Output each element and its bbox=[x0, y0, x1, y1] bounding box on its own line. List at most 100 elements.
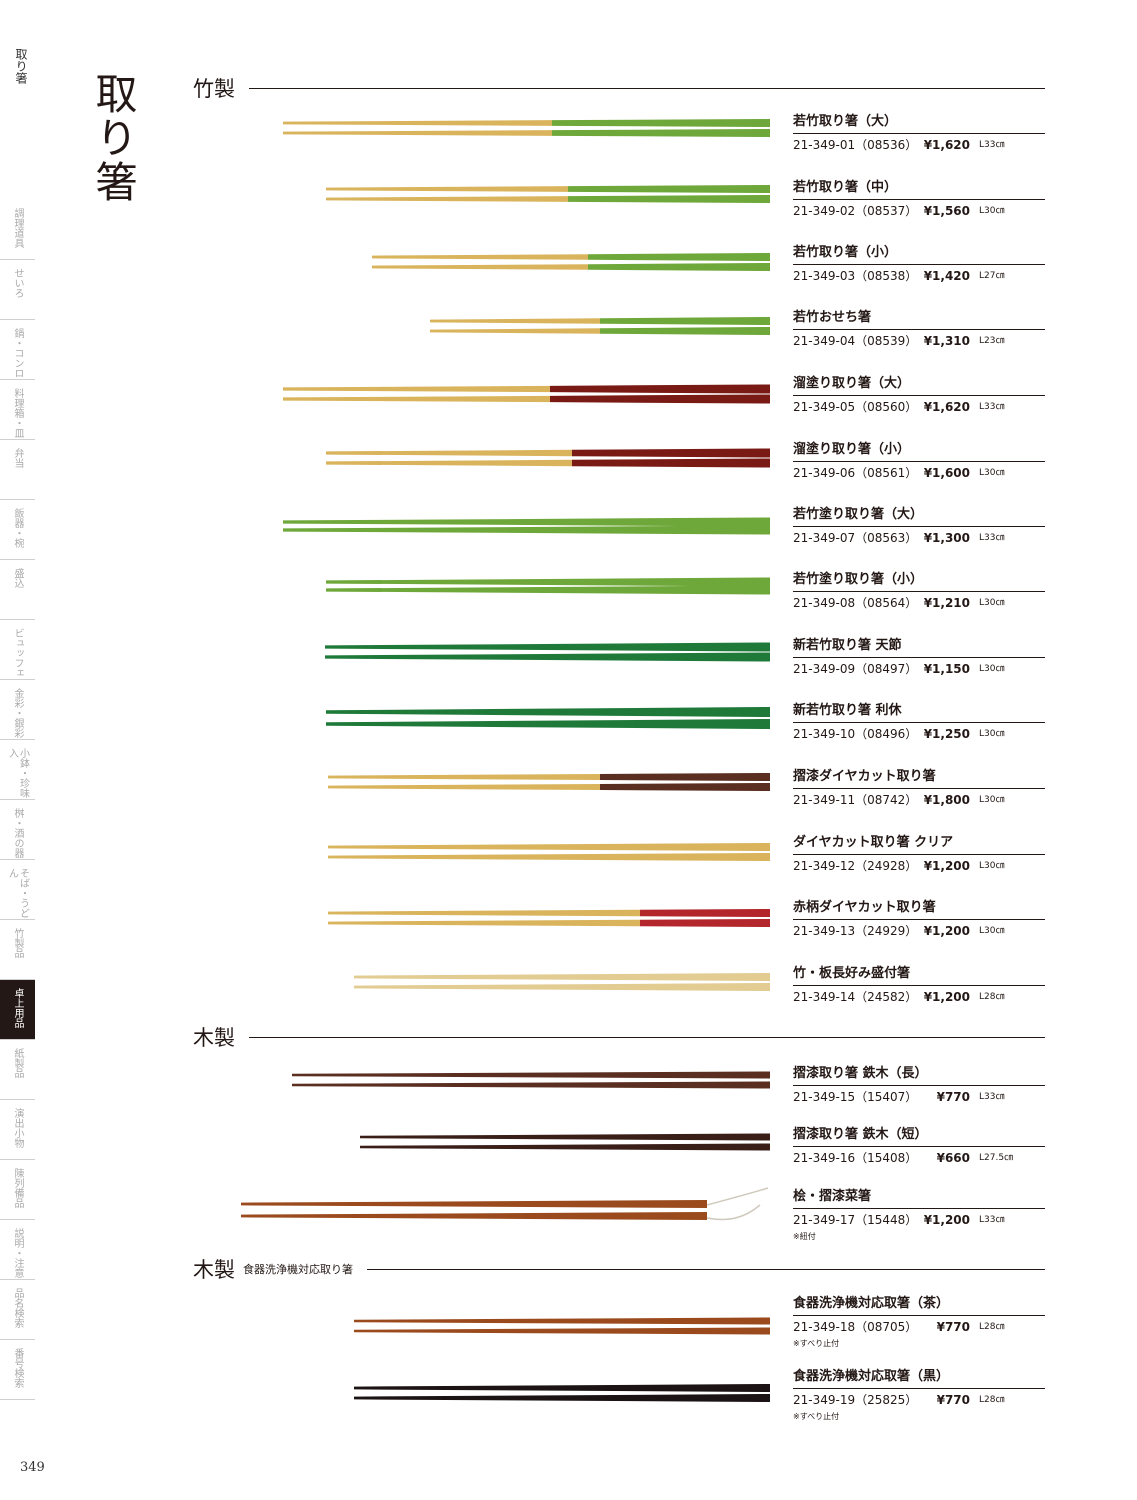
product-price: ¥1,150 bbox=[923, 662, 970, 676]
product-entry: 溜塗り取り箸（大） 21-349-05（08560） ¥1,620 L33㎝ bbox=[793, 373, 1045, 416]
product-entry: 若竹取り箸（中） 21-349-02（08537） ¥1,560 L30㎝ bbox=[793, 177, 1045, 220]
chopstick bbox=[372, 263, 770, 271]
page-number: 349 bbox=[20, 1460, 45, 1475]
chopstick bbox=[328, 853, 770, 861]
section-subtitle: 食器洗浄機対応取り箸 bbox=[243, 1263, 353, 1276]
product-info-row: 21-349-04（08539） ¥1,310 L23㎝ bbox=[793, 330, 1045, 350]
product-name: 若竹おせち箸 bbox=[793, 307, 1045, 330]
product-length: L33㎝ bbox=[979, 1215, 1005, 1225]
chopstick bbox=[430, 327, 770, 335]
index-tab-label: 品名検索 bbox=[12, 1288, 23, 1328]
index-tab[interactable]: 小鉢・珍味入 bbox=[0, 740, 35, 800]
chopstick bbox=[241, 1200, 707, 1208]
product-info-row: 21-349-08（08564） ¥1,210 L30㎝ bbox=[793, 592, 1045, 612]
index-tab-label: 小鉢・珍味入 bbox=[6, 748, 29, 798]
product-info-row: 21-349-15（15407） ¥770 L33㎝ bbox=[793, 1086, 1045, 1106]
index-tab[interactable]: 竹製品 bbox=[0, 920, 35, 980]
product-info-row: 21-349-14（24582） ¥1,200 L28㎝ bbox=[793, 986, 1045, 1006]
chopstick bbox=[292, 1071, 770, 1079]
product-code: 21-349-14（24582） bbox=[793, 990, 918, 1004]
chopstick bbox=[328, 783, 770, 791]
chopstick bbox=[354, 1317, 770, 1325]
index-tab[interactable]: 飯器・椀 bbox=[0, 500, 35, 560]
product-price: ¥1,420 bbox=[923, 269, 970, 283]
index-tab-label: 弁当 bbox=[12, 448, 23, 468]
side-running-title: 取り箸 bbox=[14, 48, 28, 84]
index-tab[interactable]: 料理箱・皿 bbox=[0, 380, 35, 440]
chopstick bbox=[328, 909, 770, 917]
product-entry: 若竹取り箸（小） 21-349-03（08538） ¥1,420 L27㎝ bbox=[793, 242, 1045, 285]
product-price: ¥1,250 bbox=[923, 727, 970, 741]
index-tab-label: 調理道具 bbox=[12, 208, 23, 248]
product-code: 21-349-06（08561） bbox=[793, 466, 918, 480]
product-note: ※紐付 bbox=[793, 1232, 816, 1241]
product-name: 若竹取り箸（小） bbox=[793, 242, 1045, 265]
product-info-row: 21-349-05（08560） ¥1,620 L33㎝ bbox=[793, 396, 1045, 416]
index-tab[interactable]: 紙製品 bbox=[0, 1040, 35, 1100]
chopstick bbox=[326, 707, 770, 717]
index-tab[interactable]: 弁当 bbox=[0, 440, 35, 500]
chopstick bbox=[354, 983, 770, 991]
product-code: 21-349-13（24929） bbox=[793, 924, 918, 938]
index-tab[interactable]: 説明・注意 bbox=[0, 1220, 35, 1280]
index-tab[interactable]: 番号検索 bbox=[0, 1340, 35, 1400]
index-tab[interactable]: 金彩・銀彩 bbox=[0, 680, 35, 740]
chopstick bbox=[354, 1394, 770, 1402]
index-tab-label: 卓上用品 bbox=[12, 988, 23, 1028]
product-length: L30㎝ bbox=[979, 795, 1005, 805]
index-tab[interactable]: 鍋・コンロ bbox=[0, 320, 35, 380]
product-code: 21-349-08（08564） bbox=[793, 596, 918, 610]
product-info-row: 21-349-12（24928） ¥1,200 L30㎝ bbox=[793, 855, 1045, 875]
index-tab[interactable]: そば・うどん bbox=[0, 860, 35, 920]
index-tab[interactable]: 桝・酒の器 bbox=[0, 800, 35, 860]
product-code: 21-349-17（15448） bbox=[793, 1213, 918, 1227]
product-price: ¥1,800 bbox=[923, 793, 970, 807]
product-length: L30㎝ bbox=[979, 729, 1005, 739]
index-tab[interactable]: 品名検索 bbox=[0, 1280, 35, 1340]
chopstick bbox=[283, 129, 770, 137]
index-tab[interactable]: 卓上用品 bbox=[0, 980, 35, 1040]
index-tab-label: 紙製品 bbox=[12, 1048, 23, 1078]
product-note: ※すべり止付 bbox=[793, 1339, 840, 1348]
chopstick bbox=[430, 317, 770, 325]
index-tab[interactable]: せいろ bbox=[0, 260, 35, 320]
chopstick bbox=[283, 525, 770, 535]
chopstick bbox=[325, 652, 770, 662]
product-length: L33㎝ bbox=[979, 533, 1005, 543]
product-entry: 摺漆取り箸 鉄木（短） 21-349-16（15408） ¥660 L27.5㎝ bbox=[793, 1124, 1045, 1167]
product-entry: 新若竹取り箸 利休 21-349-10（08496） ¥1,250 L30㎝ bbox=[793, 700, 1045, 743]
product-price: ¥660 bbox=[936, 1151, 970, 1165]
index-tab-label: 金彩・銀彩 bbox=[12, 688, 23, 738]
product-info-row: 21-349-09（08497） ¥1,150 L30㎝ bbox=[793, 658, 1045, 678]
product-info-row: 21-349-18（08705） ¥770 L28㎝ bbox=[793, 1316, 1045, 1336]
product-code: 21-349-15（15407） bbox=[793, 1090, 918, 1104]
product-name: ダイヤカット取り箸 クリア bbox=[793, 832, 1045, 855]
chopstick bbox=[283, 517, 770, 527]
index-tab[interactable]: 盛込 bbox=[0, 560, 35, 620]
section-bamboo: 竹製 bbox=[193, 74, 1045, 102]
index-tab[interactable]: 演出小物 bbox=[0, 1100, 35, 1160]
product-length: L30㎝ bbox=[979, 468, 1005, 478]
string-tie bbox=[706, 1187, 769, 1221]
chopstick bbox=[241, 1212, 707, 1220]
product-length: L30㎝ bbox=[979, 206, 1005, 216]
product-info-row: 21-349-03（08538） ¥1,420 L27㎝ bbox=[793, 265, 1045, 285]
product-length: L27㎝ bbox=[979, 271, 1005, 281]
index-tab[interactable]: ビュッフェ bbox=[0, 620, 35, 680]
product-length: L33㎝ bbox=[979, 1092, 1005, 1102]
index-tab[interactable]: 調理道具 bbox=[0, 200, 35, 260]
product-code: 21-349-10（08496） bbox=[793, 727, 918, 741]
product-info-row: 21-349-19（25825） ¥770 L28㎝ bbox=[793, 1389, 1045, 1409]
section-wood-dishwasher: 木製 食器洗浄機対応取り箸 bbox=[193, 1255, 1045, 1283]
product-length: L33㎝ bbox=[979, 140, 1005, 150]
product-price: ¥1,310 bbox=[923, 334, 970, 348]
product-price: ¥770 bbox=[936, 1090, 970, 1104]
index-tab-label: 盛込 bbox=[12, 568, 23, 588]
index-tab[interactable]: 陳列備品 bbox=[0, 1160, 35, 1220]
index-tab-label: せいろ bbox=[12, 268, 23, 298]
product-price: ¥1,300 bbox=[923, 531, 970, 545]
index-tab-label: そば・うどん bbox=[6, 868, 29, 918]
index-tab-label: 陳列備品 bbox=[12, 1168, 23, 1208]
product-code: 21-349-02（08537） bbox=[793, 204, 918, 218]
chopstick bbox=[325, 642, 770, 652]
